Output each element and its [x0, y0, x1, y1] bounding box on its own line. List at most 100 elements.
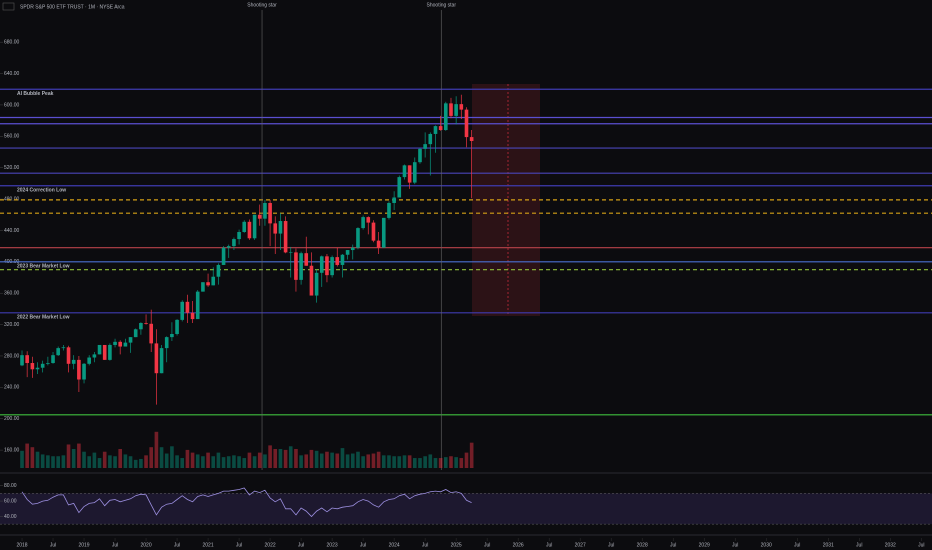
volume-bar: [443, 457, 448, 468]
y-tick-label: 680.00: [4, 39, 20, 45]
volume-bar: [361, 456, 365, 468]
volume-bar: [350, 453, 355, 468]
candle-body: [71, 359, 76, 364]
candle-body: [25, 355, 29, 364]
x-tick-label: Jul: [174, 542, 180, 548]
candle-body: [139, 323, 143, 330]
chart-title: SPDR S&P 500 ETF TRUST · 1M · NYSE Arca: [20, 4, 125, 10]
candle-body: [216, 264, 221, 277]
candle-body: [418, 148, 422, 163]
candle-body: [123, 342, 128, 347]
x-tick-label: 2029: [699, 542, 710, 548]
candle-body: [154, 343, 159, 374]
volume-bar: [195, 454, 200, 468]
x-tick-label: Jul: [918, 542, 924, 548]
volume-bar: [87, 456, 91, 468]
candle-body: [252, 214, 257, 239]
volume-bar: [412, 458, 417, 468]
candle-body: [175, 319, 179, 334]
x-tick-label: 2022: [265, 542, 276, 548]
x-tick-label: Jul: [608, 542, 614, 548]
rsi-tick-label: 80.00: [4, 483, 17, 489]
candle-body: [185, 301, 190, 313]
candle-body: [283, 221, 288, 253]
symbol-box: [2, 2, 15, 11]
candle-body: [350, 247, 355, 251]
candle-body: [77, 359, 81, 380]
candle-body: [149, 323, 154, 344]
candle-body: [211, 276, 216, 286]
volume-bar: [402, 455, 407, 468]
candle-body: [263, 202, 267, 219]
candle-body: [226, 246, 231, 248]
candle-body: [464, 109, 469, 138]
volume-bar: [366, 454, 371, 468]
candle-body: [118, 341, 122, 347]
x-tick-label: 2028: [637, 542, 648, 548]
candle-body: [443, 103, 448, 131]
volume-bar: [232, 455, 236, 468]
x-tick-label: 2023: [327, 542, 338, 548]
volume-bar: [325, 451, 329, 468]
volume-bar: [242, 458, 247, 468]
level-label: 2024 Correction Low: [17, 188, 66, 194]
volume-bar: [128, 456, 133, 468]
candle-body: [294, 252, 298, 280]
volume-bar: [464, 452, 469, 468]
volume-bar: [46, 455, 50, 468]
candle-body: [325, 256, 329, 276]
candle-body: [335, 257, 340, 265]
volume-bar: [102, 451, 107, 468]
volume-bar: [345, 454, 350, 468]
volume-bar: [237, 456, 241, 468]
candle-body: [35, 367, 40, 370]
volume-bar: [40, 454, 45, 468]
y-tick-label: 480.00: [4, 196, 20, 202]
rsi-tick-label: 60.00: [4, 498, 17, 504]
candle-body: [247, 221, 252, 239]
volume-bar: [154, 431, 159, 468]
volume-bar: [304, 454, 309, 468]
volume-bar: [206, 452, 210, 468]
volume-bar: [314, 450, 319, 468]
candle-body: [66, 347, 71, 364]
volume-bar: [356, 451, 360, 468]
annotation-label: Shooting star: [427, 2, 457, 8]
candle-body: [206, 282, 210, 286]
x-tick-label: 2018: [16, 542, 27, 548]
y-tick-label: 320.00: [4, 322, 20, 328]
candle-body: [46, 363, 50, 364]
x-tick-label: Jul: [50, 542, 56, 548]
volume-bar: [397, 456, 402, 468]
volume-bar: [283, 449, 288, 468]
x-tick-label: 2032: [885, 542, 896, 548]
volume-bar: [263, 454, 267, 468]
candle-body: [433, 126, 438, 134]
rsi-tick-label: 40.00: [4, 514, 17, 520]
volume-bar: [216, 452, 221, 468]
volume-bar: [71, 449, 76, 468]
volume-bar: [25, 443, 29, 468]
candle-body: [108, 344, 112, 360]
volume-bar: [226, 456, 231, 468]
volume-bar: [77, 443, 81, 468]
candle-body: [237, 232, 241, 240]
volume-bar: [309, 449, 314, 468]
level-label: 2022 Bear Market Low: [17, 315, 70, 321]
x-tick-label: 2025: [451, 542, 462, 548]
candle-body: [381, 217, 386, 248]
volume-bar: [335, 453, 340, 468]
candle-body: [201, 282, 205, 292]
rsi-line: [21, 487, 472, 518]
y-tick-label: 560.00: [4, 134, 20, 140]
volume-bar: [438, 458, 443, 468]
volume-bar: [299, 455, 303, 468]
candle-body: [144, 323, 148, 324]
volume-bar: [319, 453, 324, 468]
x-tick-label: Jul: [546, 542, 552, 548]
candle-body: [92, 354, 97, 358]
candle-body: [402, 165, 407, 178]
